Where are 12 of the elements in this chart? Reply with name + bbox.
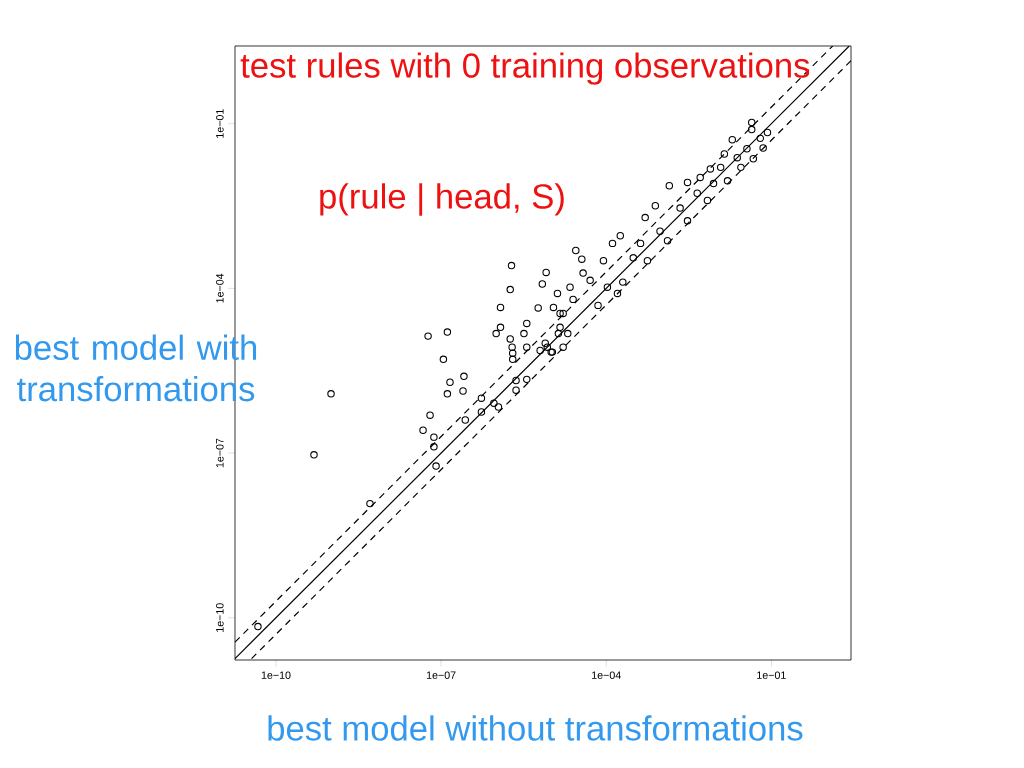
annotation: p(rule | head, S) xyxy=(320,183,564,216)
x-axis-title: best model without transformations xyxy=(268,715,803,741)
y-axis-title: best model with transformations xyxy=(15,334,257,402)
y-tick-label: 1e−10 xyxy=(216,603,224,632)
y-tick-label: 1e−07 xyxy=(216,438,224,468)
x-tick-label: 1e−10 xyxy=(261,671,291,679)
chart-title: test rules with 0 training observations xyxy=(240,52,810,85)
y-tick-label: 1e−04 xyxy=(216,273,224,303)
x-tick-label: 1e−04 xyxy=(592,671,621,679)
x-tick-label: 1e−01 xyxy=(757,671,786,679)
y-tick-label: 1e−01 xyxy=(216,109,224,138)
x-tick-label: 1e−07 xyxy=(426,671,456,679)
